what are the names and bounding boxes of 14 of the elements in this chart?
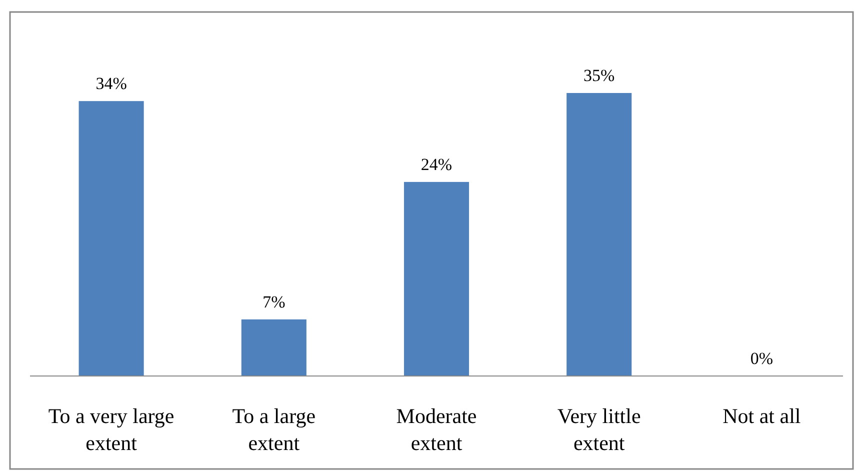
bar: [78, 101, 144, 376]
x-tick-label: Very little extent: [557, 404, 641, 455]
x-tick-label: To a large extent: [232, 404, 316, 455]
x-tick-label: To a very large extent: [48, 404, 174, 455]
data-label: 34%: [96, 74, 127, 94]
bar: [404, 182, 470, 376]
data-label: 24%: [420, 154, 452, 174]
x-tick-label: Not at all: [722, 404, 801, 428]
bar: [566, 93, 632, 376]
data-label: 0%: [750, 349, 774, 368]
bar: [241, 319, 306, 376]
x-tick-label: Moderate extent: [396, 404, 477, 455]
data-label: 7%: [262, 292, 286, 312]
data-label: 35%: [584, 66, 615, 85]
